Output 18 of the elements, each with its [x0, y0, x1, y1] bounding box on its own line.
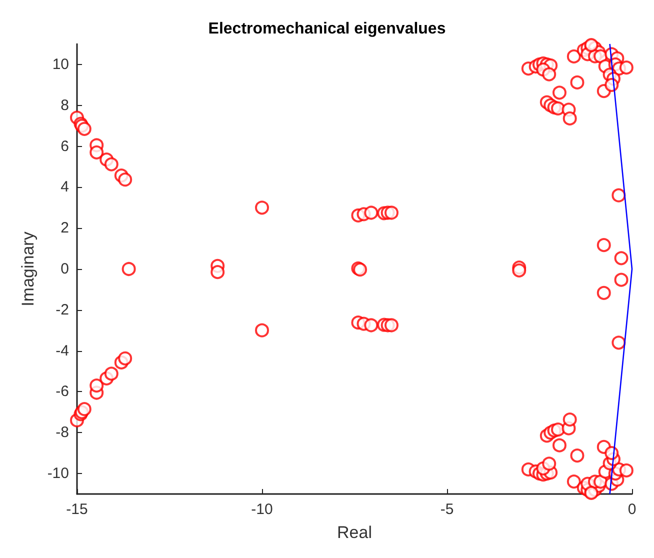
y-tick-label: -6: [56, 383, 69, 400]
y-tick-label: 6: [60, 138, 69, 155]
y-axis-title: Imaginary: [18, 231, 38, 306]
x-axis-title: Real: [337, 523, 372, 542]
x-tick-label: -5: [440, 501, 454, 518]
chart-title: Electromechanical eigenvalues: [208, 20, 446, 38]
x-tick-label: -15: [66, 501, 88, 518]
y-tick-label: -8: [56, 424, 69, 442]
y-tick-label: -10: [47, 465, 69, 482]
y-tick-label: 4: [60, 178, 69, 196]
y-tick-label: 8: [60, 96, 69, 114]
y-tick-label: -4: [56, 342, 69, 360]
y-tick-label: 2: [60, 220, 69, 237]
y-tick-label: -2: [56, 301, 69, 318]
x-tick-label: 0: [628, 501, 636, 518]
x-tick-label: -10: [251, 501, 273, 518]
y-tick-label: 0: [60, 260, 69, 278]
y-tick-label: 10: [52, 56, 69, 73]
